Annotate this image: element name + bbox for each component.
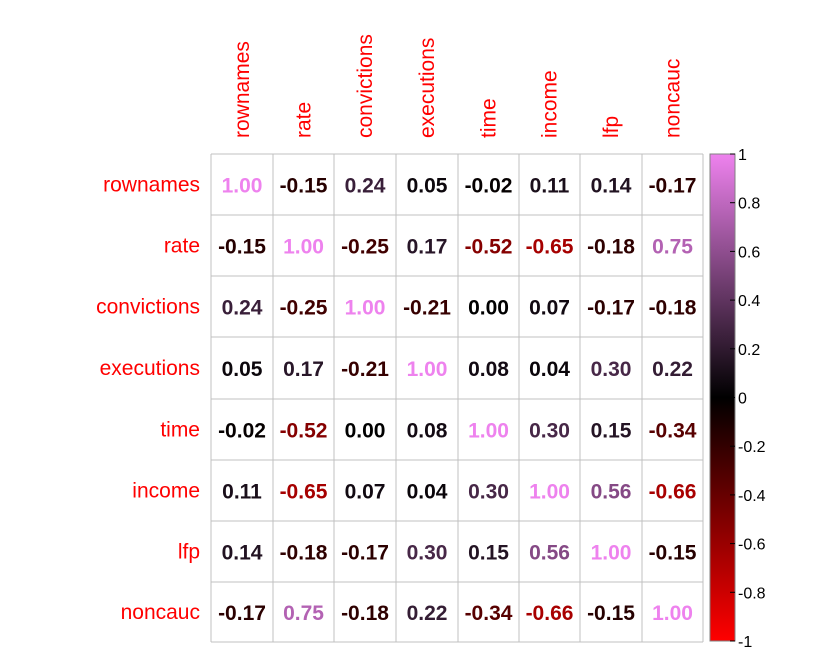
cell-value: -0.65 (526, 236, 574, 259)
color-legend-tick-label: 0.4 (738, 293, 760, 310)
cell-value: -0.17 (341, 542, 389, 565)
cell-value: -0.34 (649, 420, 697, 443)
cell-value: 0.08 (407, 420, 448, 443)
cell-value: -0.65 (280, 481, 328, 504)
cell-value: 0.11 (530, 175, 570, 198)
column-labels: rownames rate convictions executions time inc… (231, 34, 685, 138)
cell-value: 1.00 (222, 175, 263, 198)
row-label-rownames: rownames (103, 174, 200, 197)
cell-value: -0.21 (341, 358, 389, 381)
column-label-convictions: convictions (354, 34, 377, 138)
cell-value: 1.00 (468, 420, 509, 443)
cell-value: 1.00 (283, 236, 324, 259)
cell-value: 0.00 (468, 297, 509, 320)
cell-value: 1.00 (407, 358, 448, 381)
row-label-income: income (132, 480, 200, 503)
row-label-noncauc: noncauc (121, 601, 200, 624)
row-label-time: time (160, 419, 200, 442)
cell-value: 0.30 (407, 542, 448, 565)
row-label-convictions: convictions (96, 296, 200, 319)
cell-value: -0.15 (649, 542, 697, 565)
cell-value: 0.05 (222, 358, 263, 381)
column-label-lfp: lfp (600, 116, 623, 138)
cell-value: -0.18 (649, 297, 697, 320)
cell-value: 0.75 (283, 602, 324, 625)
cell-value: -0.18 (587, 236, 635, 259)
cell-value: -0.52 (280, 420, 328, 443)
cell-value: -0.15 (280, 175, 328, 198)
cell-value: -0.15 (218, 236, 266, 259)
cell-value: 0.30 (529, 420, 570, 443)
cell-value: -0.25 (280, 297, 328, 320)
cell-value: 0.15 (591, 420, 632, 443)
cell-value: 0.30 (468, 481, 509, 504)
cell-value: 0.07 (529, 297, 570, 320)
cell-value: -0.25 (341, 236, 389, 259)
row-label-lfp: lfp (178, 541, 200, 564)
cell-value: 0.17 (283, 358, 324, 381)
cell-value: -0.52 (465, 236, 513, 259)
cell-value: -0.15 (587, 602, 635, 625)
grid-lines (210, 153, 704, 643)
column-label-executions: executions (416, 38, 439, 138)
cell-value: 1.00 (591, 542, 632, 565)
color-legend: 1 0.8 0.6 0.4 0.2 0 -0.2 -0.4 -0.6 -0.8 -1 (709, 147, 766, 651)
column-label-rate: rate (293, 102, 316, 138)
row-label-rate: rate (164, 235, 200, 258)
color-legend-tick-label: -0.2 (738, 439, 766, 456)
cell-value: 0.04 (407, 481, 448, 504)
cell-value: -0.66 (526, 602, 574, 625)
cell-value: -0.18 (280, 542, 328, 565)
cell-value: 0.24 (345, 175, 386, 198)
cell-value: -0.02 (465, 175, 513, 198)
column-label-rownames: rownames (231, 41, 254, 138)
cell-value: 0.56 (591, 481, 632, 504)
cell-value: -0.17 (587, 297, 635, 320)
cell-value: 0.17 (407, 236, 448, 259)
color-legend-tick-label: -1 (738, 634, 752, 651)
cell-value: 1.00 (345, 297, 386, 320)
cell-value: -0.17 (649, 175, 697, 198)
color-legend-tick-label: 0 (738, 391, 747, 408)
cell-value: -0.18 (341, 602, 389, 625)
cell-value: -0.17 (218, 602, 266, 625)
color-legend-tick-label: -0.6 (738, 537, 766, 554)
cell-value: -0.34 (465, 602, 513, 625)
cell-value: -0.02 (218, 420, 266, 443)
column-label-income: income (539, 70, 562, 138)
cell-value: 0.04 (529, 358, 570, 381)
color-legend-tick-label: 0.2 (738, 342, 760, 359)
cell-value: 0.56 (529, 542, 570, 565)
cell-value: -0.66 (649, 481, 697, 504)
cell-value: 0.07 (345, 481, 386, 504)
cell-value: 0.24 (222, 297, 263, 320)
cell-value: 0.22 (407, 602, 448, 625)
correlation-cells: 1.00 -0.15 0.24 0.05 -0.02 0.11 0.14 -0.17 -0.15… (218, 175, 697, 626)
color-legend-tick-label: -0.4 (738, 488, 766, 505)
cell-value: 0.08 (468, 358, 509, 381)
color-legend-tick-label: 0.6 (738, 244, 760, 261)
cell-value: 0.30 (591, 358, 632, 381)
color-legend-ticks: 1 0.8 0.6 0.4 0.2 0 -0.2 -0.4 -0.6 -0.8 -1 (730, 147, 766, 651)
cell-value: 0.14 (222, 542, 263, 565)
cell-value: 1.00 (652, 602, 693, 625)
color-legend-tick-label: -0.8 (738, 585, 766, 602)
column-label-noncauc: noncauc (662, 59, 685, 138)
cell-value: 1.00 (529, 481, 570, 504)
row-labels: rownames rate convictions executions time inc… (96, 174, 200, 625)
cell-value: 0.15 (468, 542, 509, 565)
color-legend-tick-label: 0.8 (738, 196, 760, 213)
cell-value: 0.00 (345, 420, 386, 443)
color-legend-tick-label: 1 (738, 147, 747, 164)
cell-value: 0.22 (652, 358, 693, 381)
cell-value: -0.21 (403, 297, 451, 320)
cell-value: 0.14 (591, 175, 632, 198)
cell-value: 0.75 (652, 236, 693, 259)
row-label-executions: executions (100, 357, 200, 380)
cell-value: 0.11 (222, 481, 262, 504)
column-label-time: time (478, 98, 501, 138)
cell-value: 0.05 (407, 175, 448, 198)
